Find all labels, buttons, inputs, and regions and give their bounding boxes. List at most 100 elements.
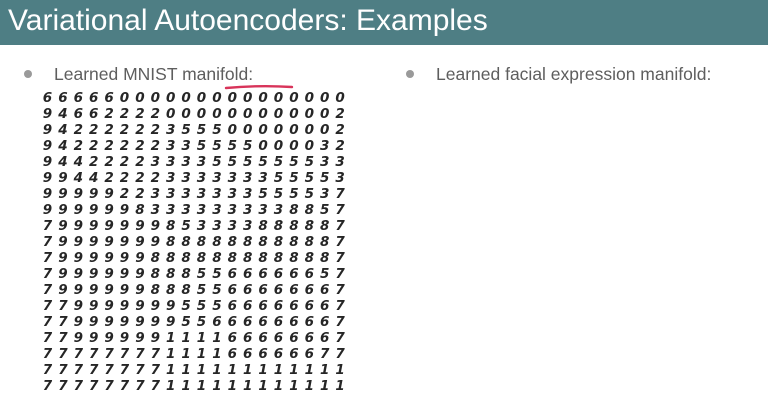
mnist-digit: 0 — [165, 90, 176, 106]
mnist-digit: 9 — [135, 234, 145, 250]
mnist-digit: 1 — [304, 378, 314, 394]
mnist-digit: 3 — [181, 202, 191, 218]
mnist-digit: 6 — [227, 298, 237, 314]
mnist-digit: 9 — [73, 266, 83, 282]
mnist-digit: 0 — [227, 90, 237, 106]
mnist-digit: 6 — [304, 330, 314, 346]
mnist-digit: 1 — [319, 362, 330, 378]
mnist-digit: 9 — [88, 330, 99, 346]
mnist-digit: 2 — [150, 106, 160, 122]
mnist-digit: 8 — [150, 266, 160, 282]
mnist-digit: 9 — [73, 186, 83, 202]
mnist-digit: 4 — [58, 154, 68, 170]
mnist-digit: 8 — [242, 250, 253, 266]
mnist-digit: 7 — [42, 234, 53, 250]
mnist-digit: 6 — [104, 90, 114, 106]
mnist-digit: 1 — [258, 378, 268, 394]
mnist-digit: 3 — [150, 186, 160, 202]
mnist-digit: 8 — [165, 266, 176, 282]
mnist-digit: 9 — [135, 218, 145, 234]
mnist-digit: 5 — [196, 122, 207, 138]
mnist-digit: 7 — [42, 330, 53, 346]
mnist-digit: 1 — [212, 362, 222, 378]
mnist-digit: 3 — [165, 154, 176, 170]
mnist-digit: 6 — [319, 298, 330, 314]
mnist-digit: 9 — [73, 298, 83, 314]
mnist-digit: 9 — [58, 218, 68, 234]
mnist-digit: 0 — [304, 106, 314, 122]
mnist-digit: 3 — [335, 154, 345, 170]
mnist-digit: 9 — [42, 154, 53, 170]
mnist-digit: 3 — [165, 170, 176, 186]
mnist-digit: 7 — [42, 346, 53, 362]
mnist-digit: 3 — [165, 122, 176, 138]
mnist-digit: 9 — [104, 250, 114, 266]
mnist-digit: 4 — [88, 170, 99, 186]
mnist-digit: 0 — [273, 122, 284, 138]
mnist-digit: 6 — [289, 314, 299, 330]
mnist-digit: 5 — [181, 298, 191, 314]
mnist-digit: 0 — [289, 90, 299, 106]
mnist-digit: 9 — [119, 202, 130, 218]
mnist-digit: 8 — [135, 202, 145, 218]
mnist-digit: 7 — [335, 298, 345, 314]
mnist-digit: 9 — [119, 298, 130, 314]
mnist-digit: 1 — [242, 378, 253, 394]
mnist-digit: 6 — [258, 298, 268, 314]
mnist-digit: 0 — [242, 106, 253, 122]
mnist-digit: 7 — [335, 314, 345, 330]
mnist-digit: 8 — [304, 202, 314, 218]
mnist-digit: 2 — [119, 122, 130, 138]
mnist-digit: 5 — [212, 154, 222, 170]
mnist-digit: 2 — [335, 122, 345, 138]
mnist-digit: 3 — [212, 186, 222, 202]
mnist-digit: 0 — [304, 90, 314, 106]
mnist-digit: 9 — [135, 266, 145, 282]
mnist-digit: 6 — [258, 346, 268, 362]
mnist-digit: 7 — [42, 314, 53, 330]
mnist-digit: 9 — [58, 250, 68, 266]
mnist-digit: 0 — [119, 90, 130, 106]
mnist-digit: 6 — [289, 282, 299, 298]
mnist-digit: 1 — [242, 362, 253, 378]
mnist-digit: 2 — [73, 138, 83, 154]
mnist-digit: 1 — [181, 362, 191, 378]
mnist-digit: 3 — [273, 202, 284, 218]
mnist-digit: 9 — [73, 234, 83, 250]
mnist-digit: 6 — [242, 314, 253, 330]
mnist-digit: 5 — [196, 314, 207, 330]
mnist-digit: 9 — [42, 138, 53, 154]
mnist-digit: 9 — [165, 298, 176, 314]
mnist-digit: 1 — [196, 362, 207, 378]
mnist-digit: 9 — [42, 106, 53, 122]
mnist-digit: 6 — [227, 266, 237, 282]
mnist-digit: 9 — [88, 202, 99, 218]
mnist-digit: 0 — [165, 106, 176, 122]
mnist-digit: 0 — [181, 90, 191, 106]
mnist-digit: 7 — [58, 346, 68, 362]
mnist-digit: 0 — [258, 138, 268, 154]
mnist-digit: 6 — [273, 314, 284, 330]
mnist-digit: 7 — [150, 362, 160, 378]
mnist-digit: 2 — [135, 122, 145, 138]
mnist-digit: 2 — [135, 170, 145, 186]
mnist-digit: 8 — [150, 282, 160, 298]
mnist-digit: 5 — [196, 266, 207, 282]
mnist-digit: 1 — [165, 378, 176, 394]
mnist-digit: 2 — [150, 122, 160, 138]
mnist-digit: 0 — [212, 90, 222, 106]
mnist-digit: 6 — [304, 346, 314, 362]
mnist-digit: 8 — [258, 250, 268, 266]
mnist-digit: 0 — [319, 90, 330, 106]
mnist-digit: 7 — [42, 282, 53, 298]
mnist-digit: 7 — [58, 298, 68, 314]
mnist-digit: 3 — [212, 218, 222, 234]
mnist-digit: 5 — [319, 170, 330, 186]
mnist-digit: 7 — [335, 266, 345, 282]
mnist-digit: 1 — [196, 378, 207, 394]
mnist-digit: 5 — [319, 266, 330, 282]
mnist-digit: 3 — [242, 170, 253, 186]
mnist-digit: 0 — [289, 106, 299, 122]
